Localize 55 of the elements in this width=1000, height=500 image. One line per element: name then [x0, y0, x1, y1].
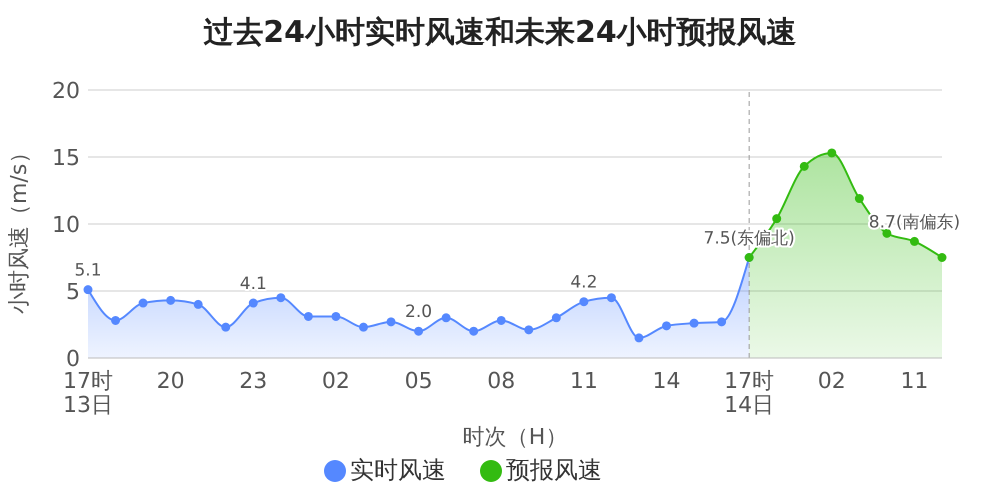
x-axis-title: 时次（H）: [462, 425, 568, 450]
y-tick-label: 15: [52, 146, 80, 171]
point: [331, 312, 340, 321]
point: [111, 316, 120, 325]
point: [662, 321, 672, 330]
legend-label: 实时风速: [350, 456, 446, 484]
point: [524, 325, 534, 334]
point: [552, 313, 561, 322]
point: [276, 293, 286, 302]
x-tick-label: 02: [322, 369, 350, 394]
x-tick-label: 11: [900, 369, 928, 394]
data-label: 4.1: [240, 274, 267, 294]
point: [386, 317, 396, 326]
data-label: 4.2: [570, 272, 598, 293]
x-tick-label: 17时 14日: [724, 369, 774, 418]
point: [634, 333, 644, 342]
x-tick-label: 08: [487, 369, 516, 394]
point: [358, 322, 368, 332]
x-tick-label: 17时 13日: [63, 369, 113, 418]
point: [304, 312, 313, 321]
point: [910, 236, 919, 246]
x-tick-label: 23: [239, 369, 268, 394]
point: [938, 253, 946, 262]
y-tick-label: 0: [66, 346, 80, 372]
data-label: 2.0: [405, 302, 432, 322]
point: [606, 293, 616, 302]
y-tick-label: 20: [52, 78, 80, 104]
point: [194, 300, 203, 309]
point: [827, 148, 836, 158]
data-label: 5.1: [74, 260, 102, 281]
x-tick-label: 11: [570, 369, 598, 394]
chart-title: 过去24小时实时风速和未来24小时预报风速: [202, 14, 798, 52]
point: [166, 296, 176, 305]
point: [579, 297, 588, 306]
point: [800, 162, 809, 171]
point: [717, 317, 726, 326]
point: [248, 298, 258, 308]
y-axis-title: 小时风速（m/s）: [6, 142, 32, 314]
y-tick-label: 5: [66, 280, 80, 305]
point: [496, 316, 506, 325]
x-tick-label: 20: [156, 369, 185, 394]
point: [442, 313, 451, 322]
point: [469, 326, 478, 336]
point: [84, 285, 92, 294]
legend-label: 预报风速: [506, 456, 602, 484]
x-tick-label: 02: [818, 369, 846, 394]
x-tick-label: 14: [652, 369, 681, 394]
point: [138, 298, 148, 308]
point: [414, 326, 424, 336]
point: [221, 322, 230, 332]
point: [854, 194, 864, 204]
x-tick-label: 05: [404, 369, 433, 394]
point: [690, 318, 699, 328]
point: [772, 214, 782, 224]
y-tick-label: 10: [52, 212, 80, 238]
